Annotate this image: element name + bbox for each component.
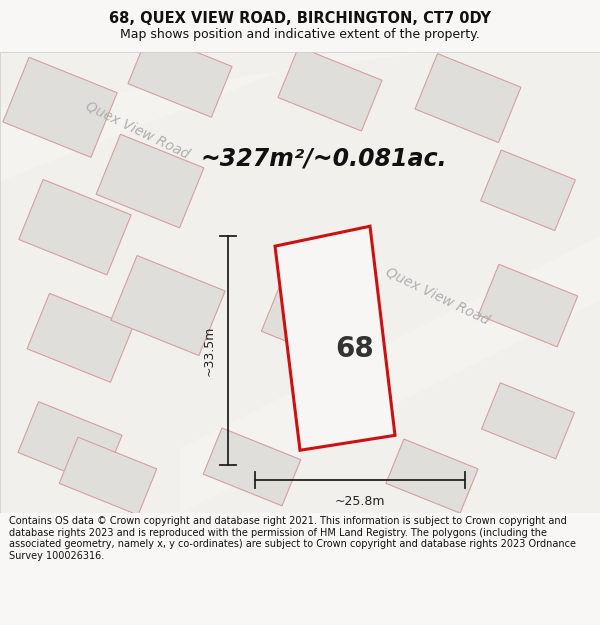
Polygon shape — [386, 439, 478, 513]
Text: 68, QUEX VIEW ROAD, BIRCHINGTON, CT7 0DY: 68, QUEX VIEW ROAD, BIRCHINGTON, CT7 0DY — [109, 11, 491, 26]
Text: Quex View Road: Quex View Road — [384, 265, 492, 328]
Text: ~33.5m: ~33.5m — [203, 326, 216, 376]
Polygon shape — [482, 382, 574, 459]
Text: Quex View Road: Quex View Road — [84, 99, 192, 162]
Polygon shape — [275, 226, 395, 450]
Polygon shape — [96, 134, 204, 228]
Polygon shape — [180, 236, 600, 513]
Text: ~25.8m: ~25.8m — [335, 495, 385, 508]
Polygon shape — [415, 54, 521, 142]
Text: Map shows position and indicative extent of the property.: Map shows position and indicative extent… — [120, 28, 480, 41]
Polygon shape — [19, 179, 131, 275]
Text: 68: 68 — [335, 336, 374, 364]
Polygon shape — [111, 256, 225, 356]
Polygon shape — [128, 33, 232, 118]
Polygon shape — [18, 402, 122, 486]
Polygon shape — [478, 264, 578, 347]
Polygon shape — [262, 276, 362, 363]
Polygon shape — [481, 150, 575, 231]
Text: ~327m²/~0.081ac.: ~327m²/~0.081ac. — [200, 146, 448, 170]
Polygon shape — [59, 438, 157, 515]
Text: Contains OS data © Crown copyright and database right 2021. This information is : Contains OS data © Crown copyright and d… — [9, 516, 576, 561]
Polygon shape — [203, 428, 301, 506]
Polygon shape — [27, 293, 133, 382]
Polygon shape — [0, 52, 432, 181]
Polygon shape — [3, 58, 117, 158]
Polygon shape — [278, 47, 382, 131]
